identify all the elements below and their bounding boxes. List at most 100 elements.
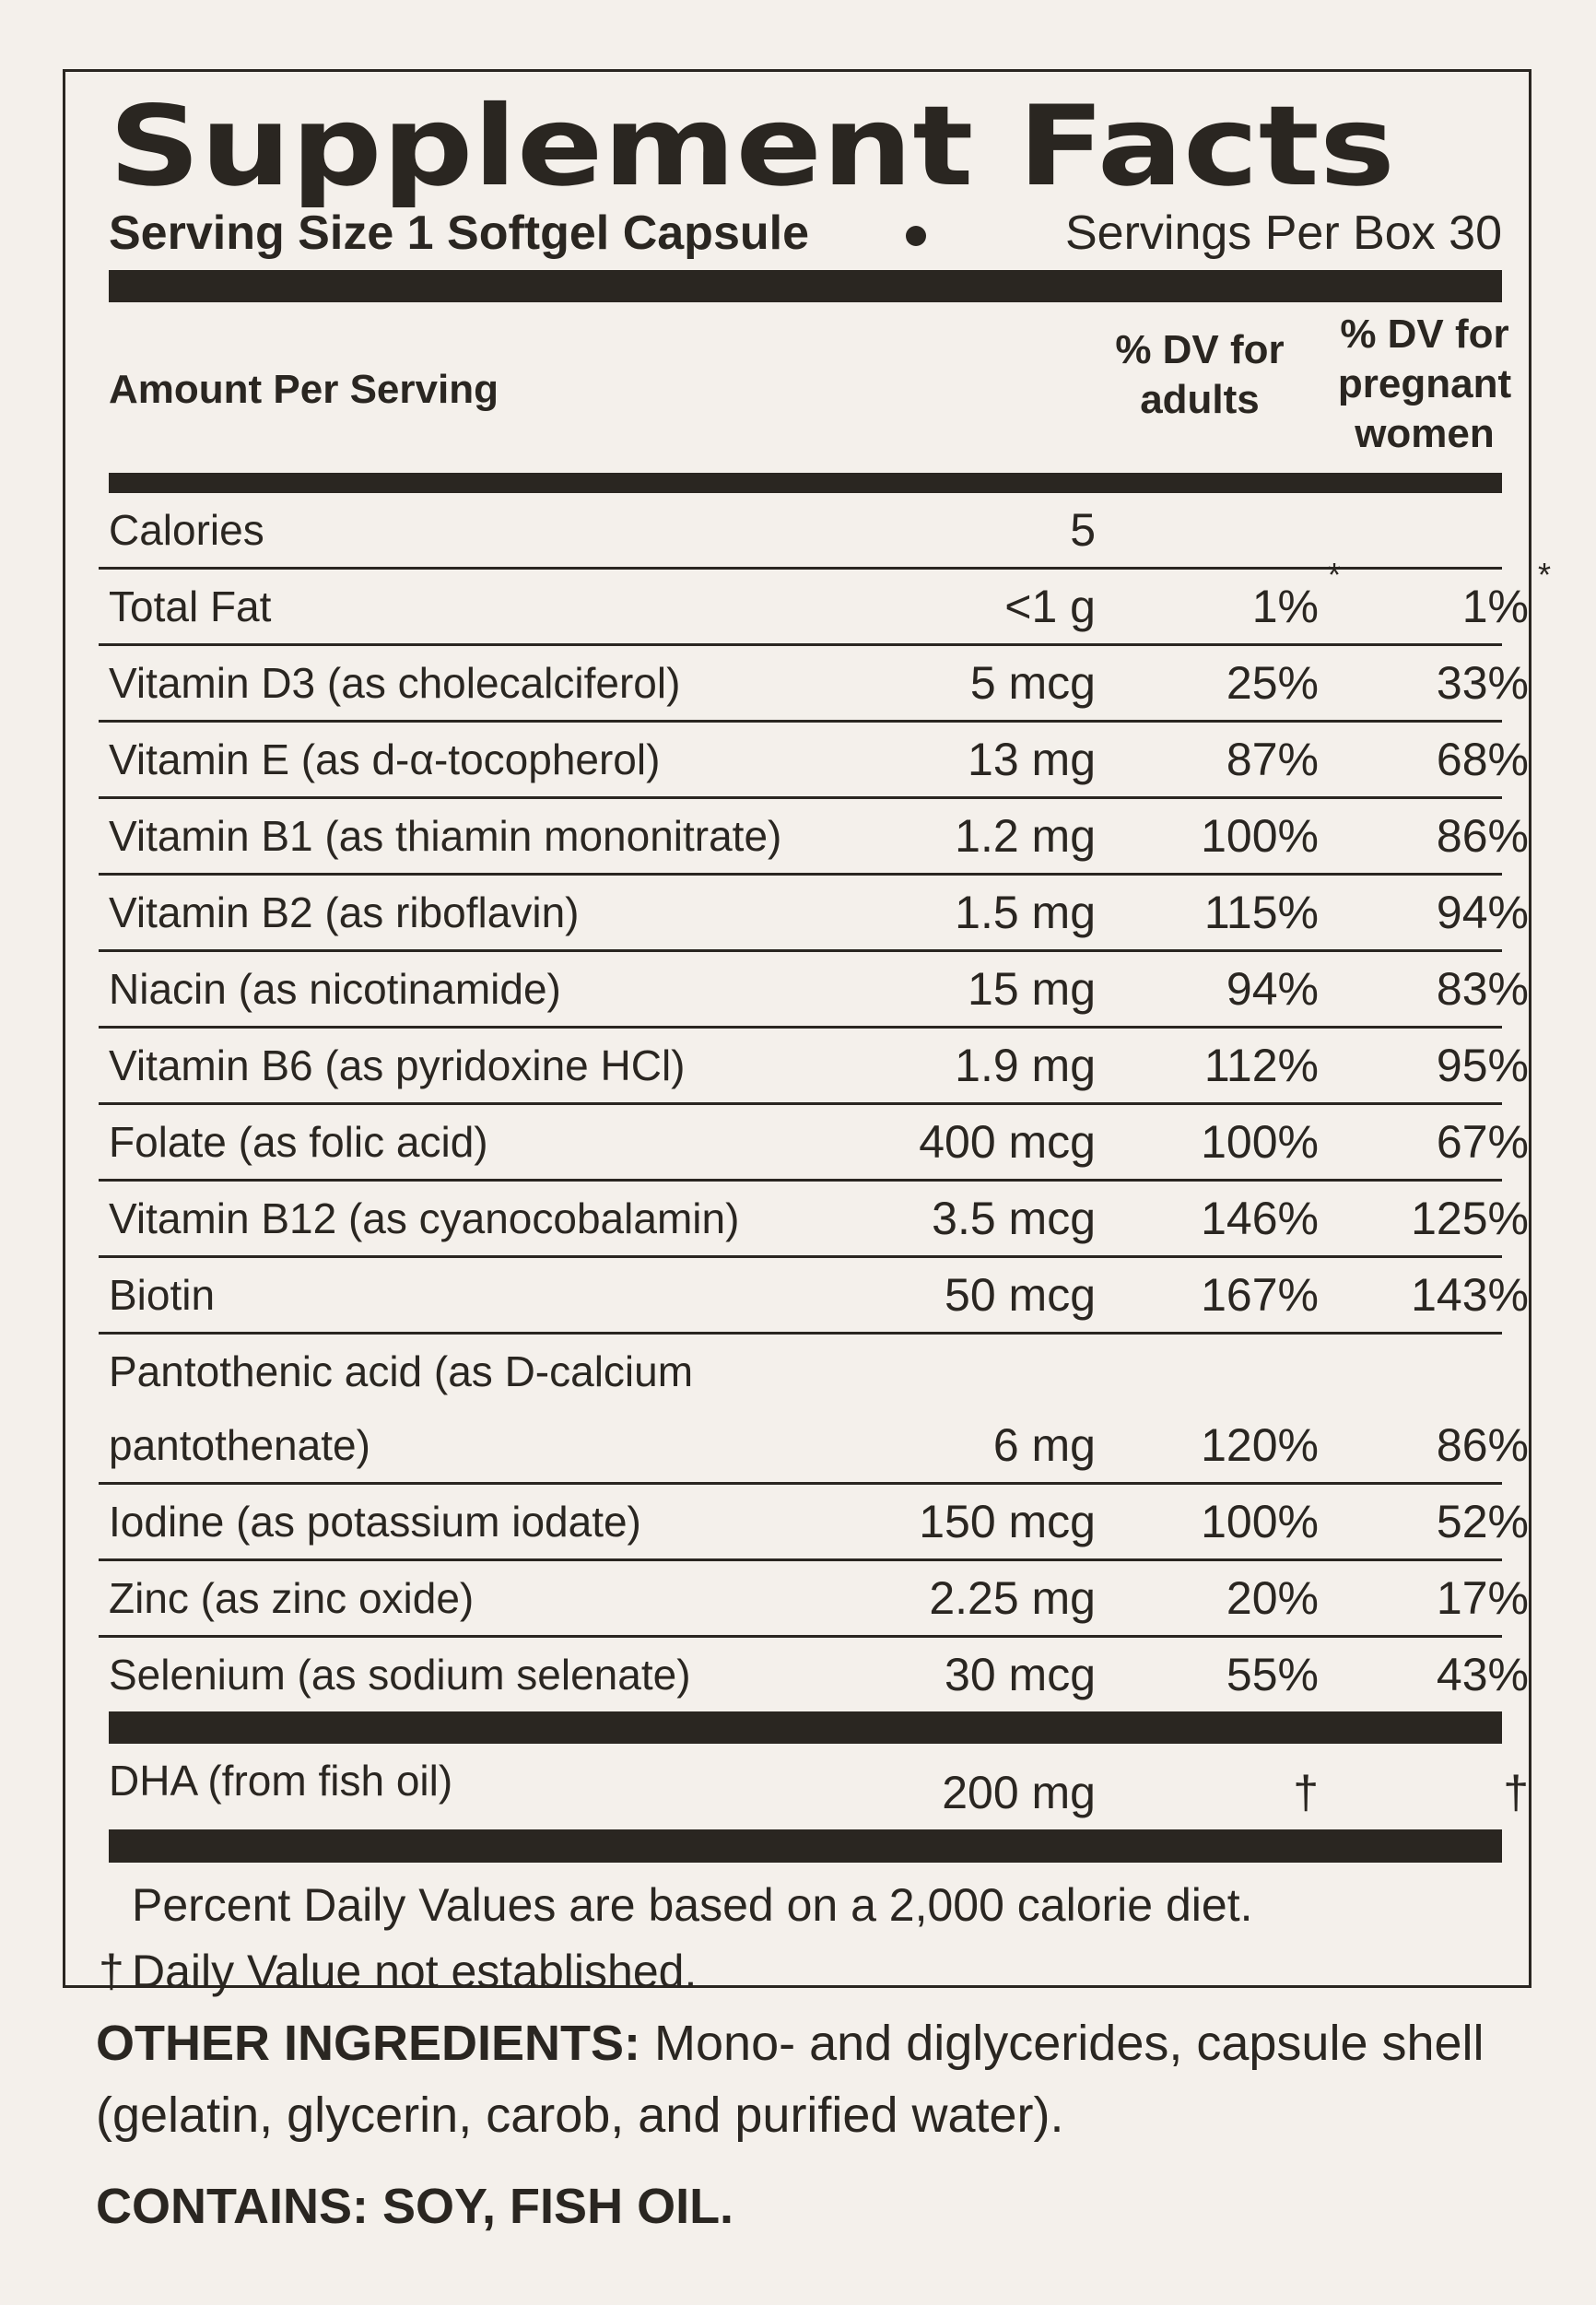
nutrient-name: Calories <box>109 506 264 554</box>
amount: 30 mcg <box>945 1649 1096 1700</box>
label: CONTAINS: <box>96 2179 369 2234</box>
amount: 15 mg <box>968 963 1096 1015</box>
amount: 3.5 mcg <box>932 1193 1096 1244</box>
dv-pregnant: 83% <box>1436 963 1529 1015</box>
nutrient-row: Iodine (as potassium iodate) 150 mcg 100% 5… <box>99 1485 1529 1561</box>
nutrient-name: Total Fat <box>109 582 272 630</box>
dv-pregnant: 94% <box>1436 887 1529 938</box>
nutrient-row: Vitamin B1 (as thiamin mononitrate) 1.2 m… <box>99 799 1529 876</box>
dv-adults: 112% <box>1203 1040 1319 1091</box>
nutrient-name: Folate (as folic acid) <box>109 1118 488 1166</box>
dv-adults: 167% <box>1201 1269 1319 1321</box>
column-header: Amount Per Serving <box>109 367 499 412</box>
amount: 150 mcg <box>919 1496 1096 1547</box>
amount: 6 mg <box>992 1419 1096 1471</box>
amount: 13 mg <box>968 734 1096 785</box>
footnote: Percent Daily Values are based on a 2,00… <box>99 1872 1252 1938</box>
dv-pregnant: † <box>1503 1767 1529 1818</box>
footnote-text: Daily Value not established. <box>132 1946 698 1997</box>
footnotes: Percent Daily Values are based on a 2,00… <box>99 1872 1252 2005</box>
nutrient-row: Vitamin B12 (as cyanocobalamin) 3.5 mcg 14… <box>99 1182 1529 1258</box>
amount: 1.5 mg <box>955 887 1096 938</box>
nutrient-name: Zinc (as zinc oxide) <box>109 1574 475 1622</box>
amount: 50 mcg <box>945 1269 1096 1321</box>
header-line: % DV for <box>1115 327 1285 372</box>
nutrient-row: Vitamin E (as d-α-tocopherol) 13 mg 87% 68% <box>99 723 1529 799</box>
dv-adults: 1% * <box>1251 556 1341 633</box>
amount: 200 mg <box>942 1767 1096 1818</box>
servings-per-box: Servings Per Box 30 <box>1064 206 1502 260</box>
nutrient-name: Pantothenic acid (as D-calcium pantothen… <box>109 1347 694 1469</box>
dv-pregnant: 43% <box>1436 1649 1529 1700</box>
dv-adults: 55% <box>1226 1649 1319 1700</box>
dv-adults: 120% <box>1201 1419 1319 1471</box>
dv-adults: 87% <box>1226 734 1319 785</box>
footnote-symbol: † <box>99 1946 124 1997</box>
label: OTHER INGREDIENTS: <box>96 2016 641 2071</box>
dv-pregnant: 67% <box>1436 1116 1529 1168</box>
dv-pregnant: 68% <box>1436 734 1529 785</box>
dv-adults: † <box>1293 1767 1319 1818</box>
header-line: women <box>1355 411 1495 456</box>
header-line: % DV for <box>1340 312 1509 357</box>
nutrient-name: Vitamin B12 (as cyanocobalamin) <box>109 1194 740 1242</box>
amount: 5 mcg <box>969 657 1096 709</box>
thick-rule <box>109 1711 1502 1744</box>
text: Mono- and diglycerides, capsule shell (g… <box>96 2016 1485 2143</box>
footnote-text: Percent Daily Values are based on a 2,00… <box>132 1879 1253 1931</box>
nutrient-name: Vitamin D3 (as cholecalciferol) <box>109 659 681 707</box>
thick-rule <box>109 473 1502 493</box>
title: Supplement Facts <box>109 83 1396 211</box>
text: SOY, FISH OIL. <box>382 2179 734 2234</box>
nutrient-row: Folate (as folic acid) 400 mcg 100% 67% <box>99 1105 1529 1182</box>
nutrient-row: Niacin (as nicotinamide) 15 mg 94% 83% <box>99 952 1529 1029</box>
amount: <1 g <box>1004 581 1096 632</box>
nutrient-name: Iodine (as potassium iodate) <box>109 1498 641 1546</box>
nutrient-row: Selenium (as sodium selenate) 30 mcg 55% 43… <box>99 1638 1529 1711</box>
dv-pregnant: 125% <box>1411 1193 1529 1244</box>
facts-panel: Supplement Facts Serving Size 1 Softgel … <box>63 69 1551 1997</box>
amount: 400 mcg <box>919 1116 1096 1168</box>
other-ingredients: OTHER INGREDIENTS: Mono- and diglyceride… <box>96 2007 1522 2151</box>
nutrient-table: Calories 5 Total Fat <1 g 1% * 1% * Vitamin D3 (… <box>99 493 1551 1863</box>
dv-pregnant: 86% <box>1436 810 1529 862</box>
nutrient-row: Calories 5 <box>99 493 1502 570</box>
amount: 2.25 mg <box>929 1572 1096 1624</box>
nutrient-row: Pantothenic acid (as D-calcium pantothen… <box>99 1335 1529 1485</box>
nutrient-row: Total Fat <1 g 1% * 1% * <box>99 556 1551 646</box>
header-line: adults <box>1140 377 1260 422</box>
footnote: † Daily Value not established. <box>99 1938 1252 2005</box>
amount: 1.2 mg <box>955 810 1096 862</box>
nutrient-name: Vitamin B1 (as thiamin mononitrate) <box>109 812 782 860</box>
footnote-mark: * <box>1327 556 1341 594</box>
dv-adults: 100% <box>1201 1496 1319 1547</box>
header-line: pregnant <box>1337 361 1512 406</box>
dv-pregnant: 17% <box>1436 1572 1529 1624</box>
nutrient-name: Vitamin E (as d-α-tocopherol) <box>109 735 661 783</box>
dv-adults: 146% <box>1201 1193 1319 1244</box>
amount: 5 <box>1070 504 1096 556</box>
contains: CONTAINS: SOY, FISH OIL. <box>96 2170 733 2242</box>
nutrient-row: Vitamin B6 (as pyridoxine HCl) 1.9 mg 112%… <box>99 1029 1529 1105</box>
footnote-mark: * <box>1537 556 1551 594</box>
dv-adults: 25% <box>1226 657 1319 709</box>
serving-size: Serving Size 1 Softgel Capsule <box>109 206 809 260</box>
separator-dot <box>906 226 926 246</box>
nutrient-row: Vitamin B2 (as riboflavin) 1.5 mg 115% 94% <box>99 876 1529 952</box>
dv-adults: 115% <box>1203 887 1319 938</box>
dv-adults: 94% <box>1226 963 1319 1015</box>
dv-pregnant: 86% <box>1436 1419 1529 1471</box>
dv-pregnant: 52% <box>1436 1496 1529 1547</box>
dv-adults: 20% <box>1226 1572 1319 1624</box>
dv-pregnant: 143% <box>1411 1269 1529 1321</box>
nutrient-name: Biotin <box>109 1271 216 1319</box>
column-header: % DV for pregnant women <box>1314 310 1535 459</box>
nutrient-name: Selenium (as sodium selenate) <box>109 1651 691 1699</box>
nutrient-row: Vitamin D3 (as cholecalciferol) 5 mcg 25% 3… <box>99 646 1529 723</box>
dv-pregnant: 1% * <box>1461 556 1551 633</box>
nutrient-name: DHA (from fish oil) <box>109 1757 453 1805</box>
thick-rule <box>109 1829 1502 1863</box>
nutrient-row: Biotin 50 mcg 167% 143% <box>99 1258 1529 1335</box>
column-header: % DV for adults <box>1089 325 1310 425</box>
